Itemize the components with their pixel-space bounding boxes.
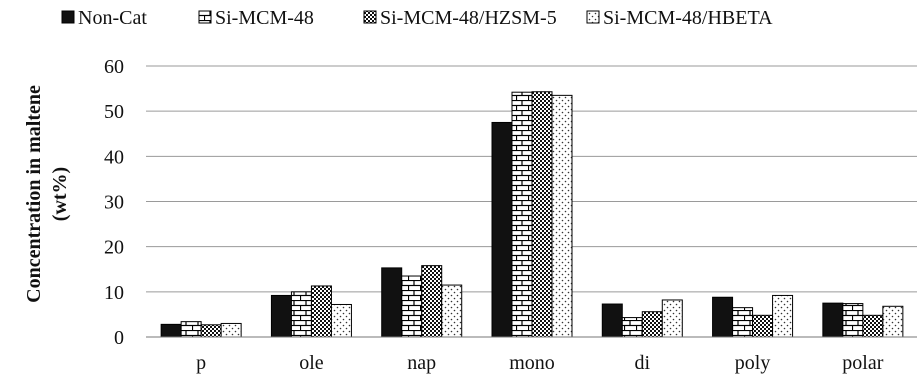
bar-si-mcm-48-hbeta-p: [220, 322, 242, 338]
y-axis-title: Concentration in maltene (wt%): [23, 85, 71, 303]
x-axis-ticks: p ole nap mono di poly polar: [196, 352, 884, 374]
x-tick-label-nap: nap: [407, 352, 436, 374]
bar-si-mcm-48-p: [180, 321, 202, 338]
x-tick-label-polar: polar: [842, 352, 883, 374]
bar-si-mcm-48-hbeta-mono: [551, 94, 573, 338]
bar-si-mcm-48-hzsm-5-di: [641, 311, 663, 338]
bar-si-mcm-48-hzsm-5-poly: [752, 314, 774, 338]
legend-swatch-si-mcm-48-hzsm-5: [363, 10, 377, 24]
bar-non-cat-di: [601, 303, 623, 338]
bars: [160, 91, 904, 338]
legend-label-si-mcm-48-hbeta: Si-MCM-48/HBETA: [603, 7, 773, 29]
y-tick-label: 60: [104, 56, 124, 78]
legend-swatch-si-mcm-48: [198, 10, 212, 24]
bar-si-mcm-48-di: [621, 317, 643, 338]
legend-swatch-non-cat: [61, 10, 75, 24]
y-tick-label: 20: [104, 237, 124, 259]
x-tick-label-poly: poly: [735, 352, 771, 374]
bar-si-mcm-48-hzsm-5-nap: [421, 265, 443, 338]
y-axis-ticks: 0 10 20 30 40 50 60: [104, 56, 124, 349]
bar-si-mcm-48-hzsm-5-ole: [310, 285, 332, 338]
bar-si-mcm-48-hzsm-5-polar: [862, 314, 884, 338]
y-tick-label: 40: [104, 146, 124, 168]
bar-non-cat-mono: [491, 121, 513, 338]
legend-label-si-mcm-48-hzsm-5: Si-MCM-48/HZSM-5: [380, 7, 557, 29]
bar-si-mcm-48-hbeta-di: [661, 299, 683, 338]
legend-label-si-mcm-48: Si-MCM-48: [215, 7, 314, 29]
y-tick-label: 30: [104, 192, 124, 214]
bar-si-mcm-48-hbeta-polar: [882, 305, 904, 338]
legend-label-non-cat: Non-Cat: [78, 7, 147, 29]
x-tick-label-p: p: [196, 352, 206, 374]
bar-si-mcm-48-ole: [290, 291, 312, 338]
bar-non-cat-polar: [822, 302, 844, 338]
bar-non-cat-ole: [270, 294, 292, 338]
x-tick-label-mono: mono: [509, 352, 555, 374]
bar-si-mcm-48-polar: [842, 303, 864, 338]
y-axis-title-line-2: (wt%): [49, 167, 71, 221]
bar-non-cat-poly: [712, 296, 734, 338]
bar-si-mcm-48-hbeta-poly: [772, 294, 794, 338]
bar-si-mcm-48-hzsm-5-p: [200, 324, 222, 338]
y-tick-label: 10: [104, 282, 124, 304]
bar-si-mcm-48-nap: [401, 275, 423, 338]
x-tick-label-di: di: [635, 352, 651, 374]
y-tick-label: 0: [114, 327, 124, 349]
legend-swatch-si-mcm-48-hbeta: [586, 10, 600, 24]
bar-si-mcm-48-hzsm-5-mono: [531, 91, 553, 338]
bar-si-mcm-48-poly: [732, 307, 754, 338]
bar-si-mcm-48-mono: [511, 91, 533, 338]
x-tick-label-ole: ole: [299, 352, 324, 374]
bar-si-mcm-48-hbeta-nap: [441, 284, 463, 338]
y-tick-label: 50: [104, 101, 124, 123]
bar-non-cat-nap: [381, 267, 403, 338]
bar-non-cat-p: [160, 323, 182, 338]
bar-si-mcm-48-hbeta-ole: [330, 303, 352, 338]
chart-legend: Non-Cat Si-MCM-48 Si-MCM-48/HZSM-5 Si-MCM-4…: [61, 7, 773, 29]
y-axis-title-line-1: Concentration in maltene: [23, 85, 45, 303]
